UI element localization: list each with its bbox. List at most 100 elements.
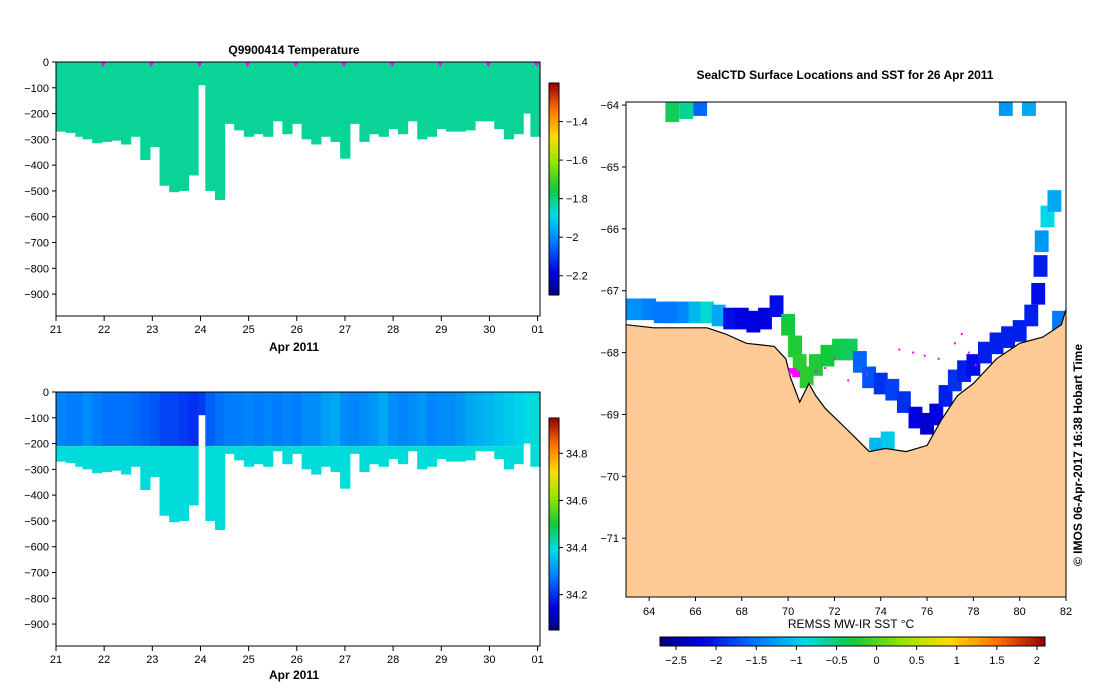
salinity-column-lower [494, 446, 505, 460]
temperature-colorbar-segment [549, 256, 559, 261]
temperature-column [205, 62, 216, 191]
temperature-colorbar-segment [549, 242, 559, 247]
salinity-column-lower [75, 446, 84, 467]
salinity-colorbar-segment [549, 435, 559, 440]
salinity-column-lower [446, 446, 457, 462]
sst-cell [862, 366, 877, 389]
sst-colorbar-segment [866, 637, 873, 646]
temperature-colorbar-segment [549, 217, 559, 222]
map-xtick-label: 72 [828, 606, 840, 618]
sst-colorbar-segment [751, 637, 757, 646]
salinity-column-upper [388, 392, 399, 447]
salinity-colorbar-segment [549, 499, 559, 504]
temperature-ytick-label: −200 [24, 109, 49, 121]
temperature-section-panel: Q9900414 Temperature 0 −100 −200 −300 −400 −5… [24, 43, 588, 354]
salinity-column-lower [340, 446, 351, 489]
sst-colorbar-segment [996, 637, 1003, 646]
salinity-column-upper [291, 392, 303, 447]
salinity-column-lower [291, 446, 303, 454]
salinity-column-lower [130, 446, 141, 467]
salinity-colorbar-label: 34.6 [566, 495, 587, 507]
sst-colorbar-label: −1 [790, 655, 803, 667]
seal-track-point [847, 379, 850, 382]
salinity-colorbar-segment [549, 446, 559, 451]
sst-colorbar-segment [953, 637, 959, 646]
salinity-colorbar-segment [549, 439, 559, 444]
salinity-column-upper [523, 392, 531, 444]
salinity-colorbar-segment [549, 612, 559, 617]
sst-cell [978, 341, 992, 364]
temperature-xtick-label: 28 [387, 324, 399, 336]
salinity-colorbar-segment [549, 474, 559, 479]
temperature-colorbar-segment [549, 287, 559, 292]
temperature-colorbar-frame [548, 82, 560, 296]
sst-colorbar-segment [708, 637, 714, 646]
temperature-colorbar-segment [549, 185, 559, 190]
seal-track-point [814, 370, 817, 373]
temperature-ytick-label: −800 [24, 263, 49, 275]
salinity-column-upper [224, 392, 235, 447]
temperature-colorbar-segment [549, 284, 559, 289]
sst-colorbar-segment [775, 637, 781, 646]
temperature-column [340, 62, 351, 159]
salinity-colorbar-segment [549, 524, 559, 529]
sst-colorbar-label: −0.5 [826, 655, 848, 667]
sst-colorbar-segment [693, 637, 699, 646]
salinity-column-upper [263, 392, 274, 447]
sst-cell [711, 304, 726, 327]
map-xtick-label: 76 [921, 606, 933, 618]
sst-colorbar-segment [910, 637, 916, 646]
salinity-colorbar-segment [549, 626, 559, 631]
temperature-xtick-label: 24 [194, 324, 206, 336]
sst-cell [1012, 320, 1027, 342]
profile-marker [148, 62, 155, 67]
salinity-column-lower [426, 446, 438, 467]
temperature-column [436, 62, 447, 130]
temperature-column [188, 62, 199, 176]
salinity-column-upper [426, 392, 438, 447]
sst-colorbar-segment [992, 637, 998, 646]
temperature-column [272, 62, 283, 122]
sst-cell [642, 298, 657, 321]
sst-colorbar-segment [1016, 637, 1022, 646]
temperature-ytick-label: 0 [43, 57, 49, 69]
salinity-column-upper [214, 392, 226, 447]
salinity-column-upper [484, 392, 495, 447]
temperature-colorbar-segment [549, 167, 559, 172]
sst-map-panel: SealCTD Surface Locations and SST for 26… [600, 68, 1085, 667]
salinity-column-upper [340, 392, 351, 447]
salinity-colorbar-segment [549, 425, 559, 430]
sst-colorbar-segment [948, 637, 955, 646]
salinity-column-lower [301, 446, 312, 470]
temperature-x-axis: 21 22 23 24 25 26 27 28 29 30 01 [50, 316, 544, 336]
salinity-column-upper [397, 392, 409, 447]
temperature-ytick-label: −100 [24, 83, 49, 95]
sst-colorbar-segment [876, 637, 882, 646]
sst-colorbar-segment [727, 637, 733, 646]
salinity-colorbar-segment [549, 580, 559, 585]
salinity-column-upper [378, 392, 389, 447]
salinity-column-upper [140, 392, 151, 447]
salinity-column-upper [320, 392, 332, 447]
salinity-column-lower [65, 446, 76, 463]
salinity-xtick-label: 22 [98, 654, 110, 666]
salinity-column-lower [121, 446, 132, 475]
sst-colorbar-segment [1020, 637, 1027, 646]
salinity-column-upper [513, 392, 524, 447]
temperature-colorbar-segment [549, 238, 559, 243]
seal-track-point [923, 354, 926, 357]
seal-track-point [960, 333, 963, 336]
salinity-ytick-label: −100 [24, 413, 49, 425]
temperature-colorbar-segment [549, 157, 559, 162]
salinity-colorbar-segment [549, 513, 559, 518]
sst-colorbar-segment [799, 637, 805, 646]
sst-colorbar-segment [669, 637, 675, 646]
salinity-column-upper [436, 392, 447, 447]
sst-cell [1034, 230, 1049, 253]
salinity-x-axis-title: Apr 2011 [269, 668, 319, 682]
salinity-colorbar-segment [549, 548, 559, 553]
salinity-column-lower [330, 446, 341, 472]
temperature-colorbar-segment [549, 150, 559, 155]
sst-colorbar-label: 1.5 [989, 655, 1004, 667]
map-ytick-label: −69 [600, 409, 619, 421]
